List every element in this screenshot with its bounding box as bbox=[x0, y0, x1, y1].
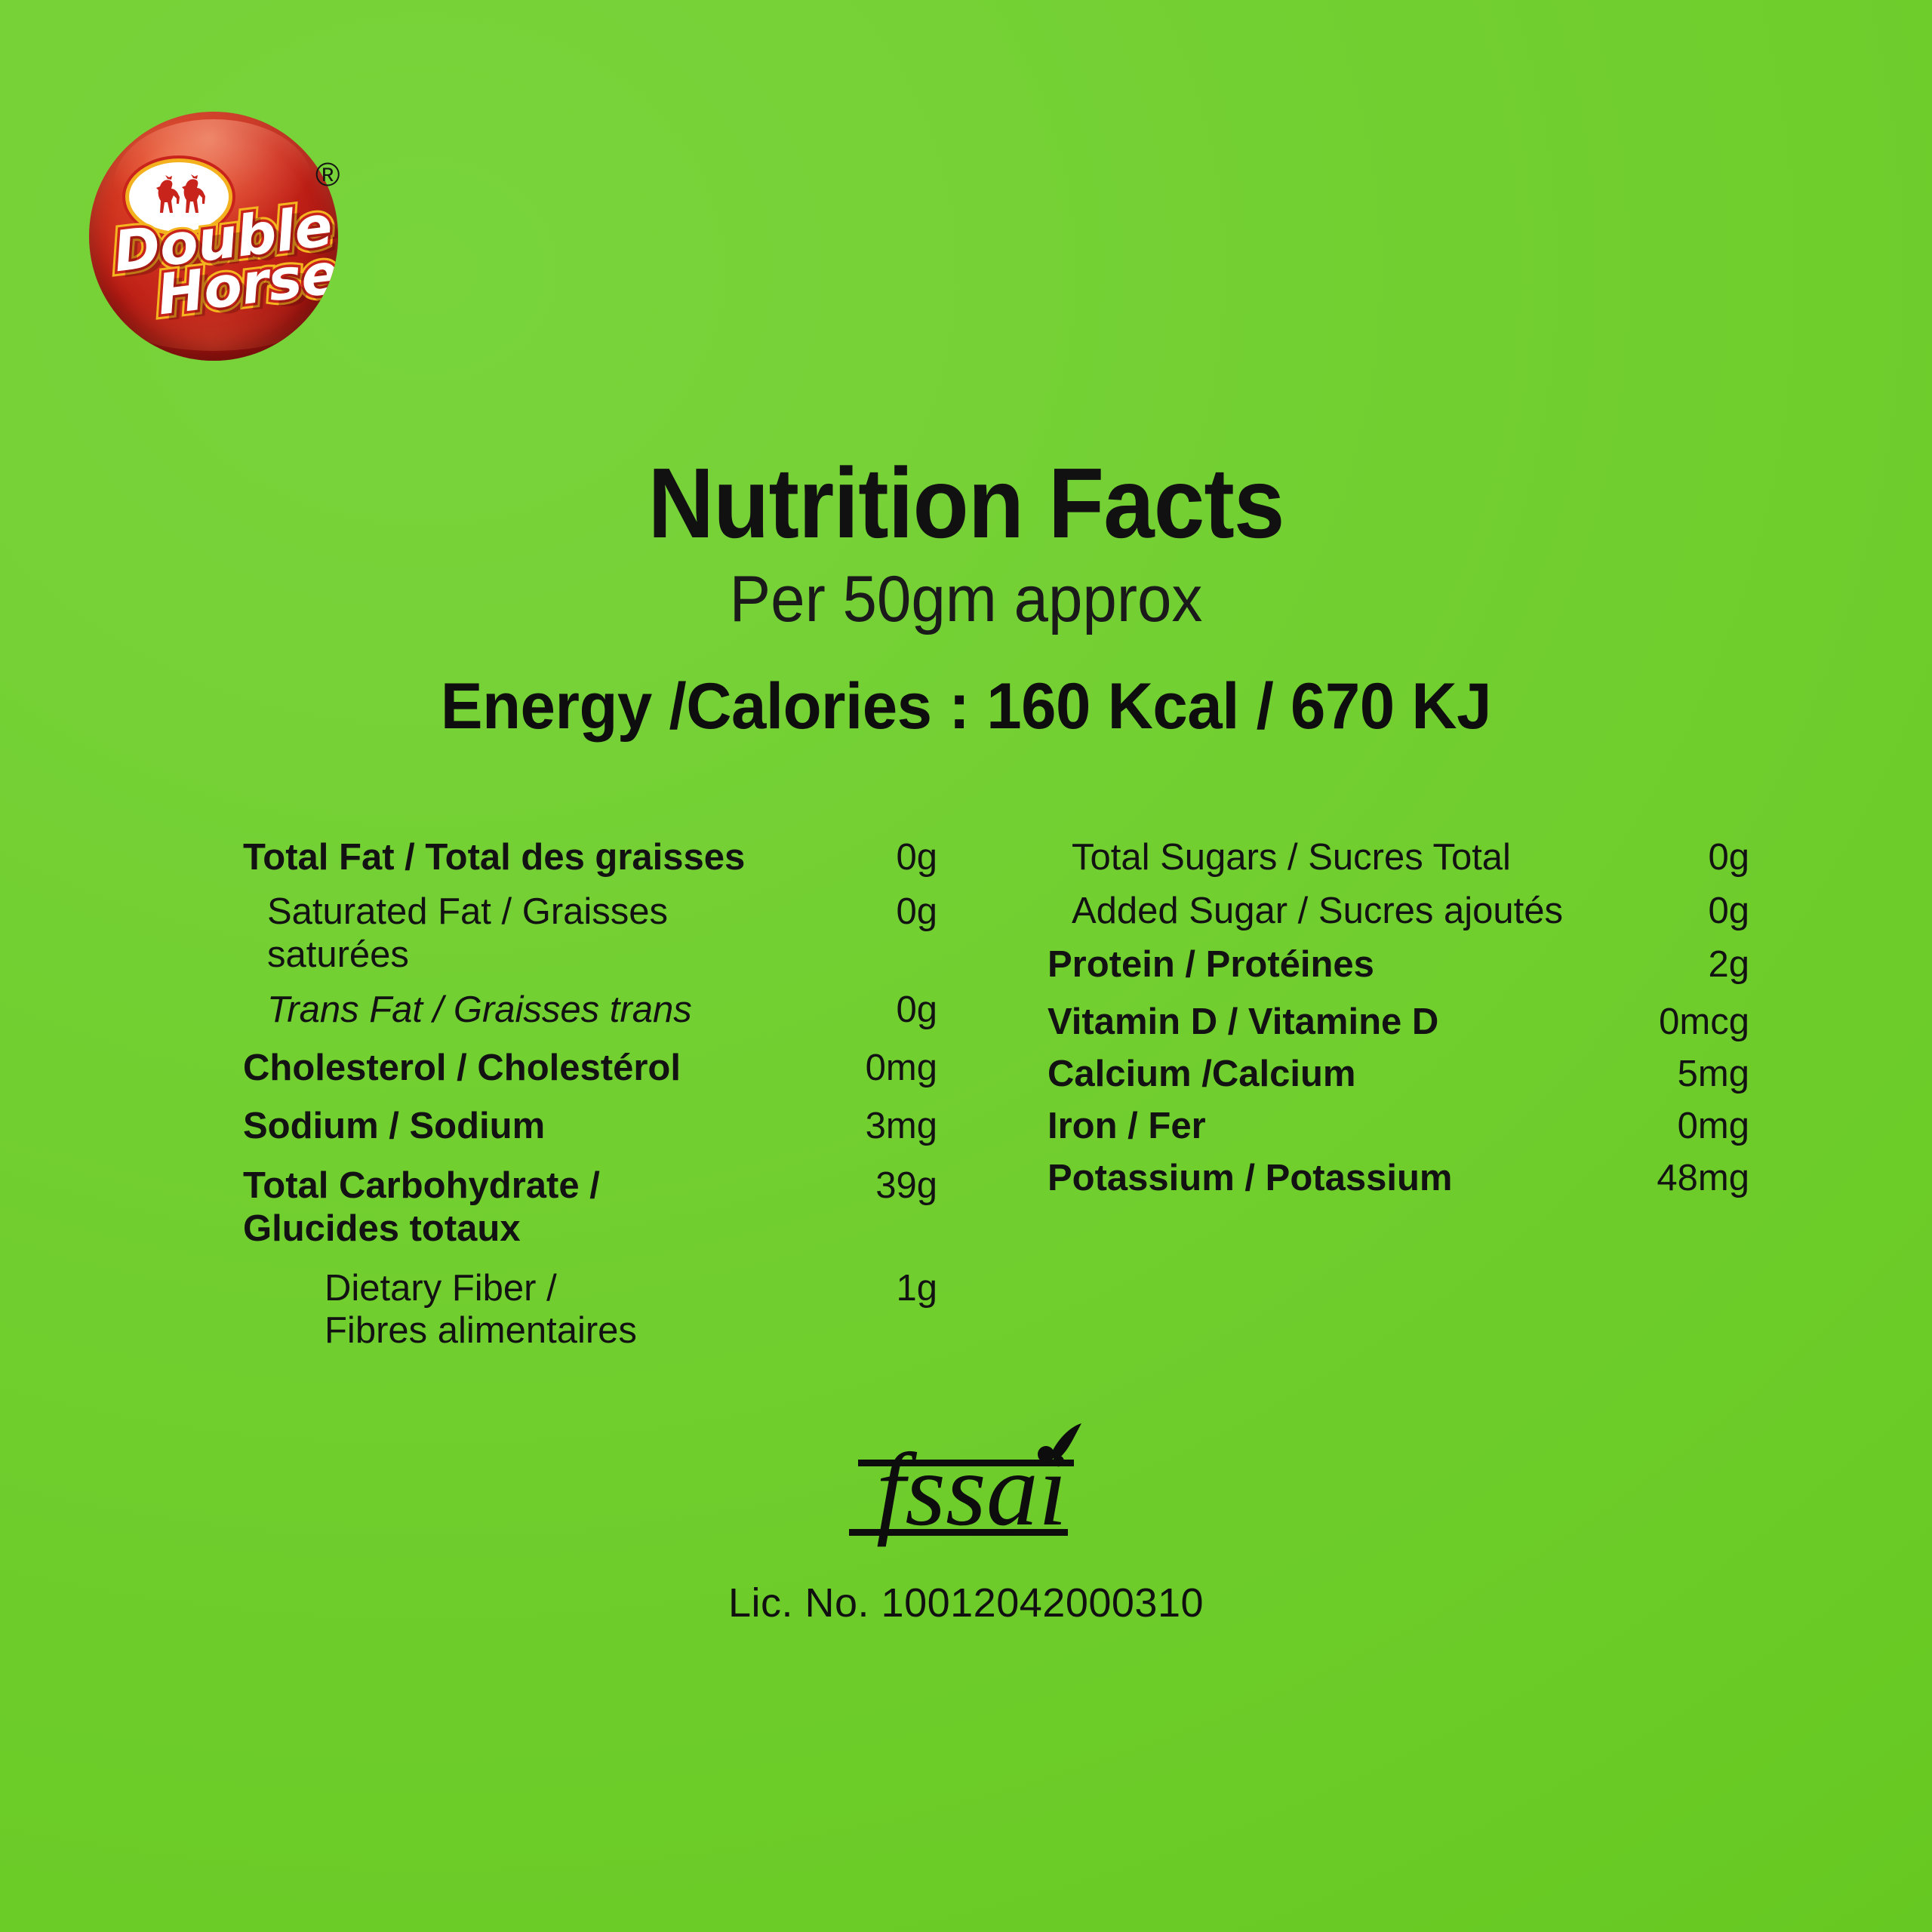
fssai-mark-icon: fssai bbox=[849, 1423, 1081, 1547]
nutrient-value: 2g bbox=[1708, 943, 1749, 985]
nutrient-row: Total Fat / Total des graisses 0g bbox=[243, 836, 937, 879]
nutrient-label: Iron / Fer bbox=[1048, 1106, 1206, 1147]
nutrient-value: 0mg bbox=[1677, 1106, 1749, 1147]
nutrient-row: Added Sugar / Sucres ajoutés 0g bbox=[1048, 890, 1749, 933]
nutrient-label: Total Sugars / Sucres Total bbox=[1072, 837, 1511, 878]
serving-size-subtitle: Per 50gm approx bbox=[729, 562, 1203, 635]
nutrient-value: 3mg bbox=[865, 1106, 937, 1147]
nutrient-value: 0g bbox=[1708, 890, 1749, 931]
nutrient-value: 0mg bbox=[865, 1048, 937, 1089]
nutrient-row: Vitamin D / Vitamine D 0mcg bbox=[1048, 1001, 1749, 1044]
nutrient-row: Cholesterol / Cholestérol 0mg bbox=[243, 1047, 937, 1090]
fssai-logo: fssai bbox=[841, 1419, 1091, 1562]
nutrient-label: Calcium /Calcium bbox=[1048, 1054, 1356, 1095]
nutrient-label: Sodium / Sodium bbox=[243, 1106, 546, 1147]
nutrient-label: Added Sugar / Sucres ajoutés bbox=[1072, 890, 1564, 931]
nutrient-value: 0mcg bbox=[1659, 1001, 1749, 1043]
nutrient-row: Total Carbohydrate / Glucides totaux 39g bbox=[243, 1164, 937, 1251]
nutrient-value: 1g bbox=[896, 1267, 937, 1309]
nutrient-label: Vitamin D / Vitamine D bbox=[1048, 1001, 1439, 1043]
nutrient-row: Total Sugars / Sucres Total 0g bbox=[1048, 836, 1749, 879]
nutrient-value: 0g bbox=[896, 837, 937, 878]
horse-emblem-oval bbox=[125, 158, 232, 235]
nutrient-row: Dietary Fiber / Fibres alimentaires 1g bbox=[243, 1267, 937, 1353]
nutrient-row: Sodium / Sodium 3mg bbox=[243, 1105, 937, 1148]
nutrient-value: 0g bbox=[1708, 837, 1749, 878]
registered-trademark-icon: ® bbox=[315, 156, 340, 193]
nutrient-row: Trans Fat / Graisses trans 0g bbox=[243, 989, 937, 1032]
nutrient-label: Saturated Fat / Graisses saturées bbox=[267, 891, 669, 975]
double-horse-logo: Double Double Horse Horse ® bbox=[89, 112, 391, 372]
nutrient-label: Trans Fat / Graisses trans bbox=[267, 989, 692, 1031]
nutrient-label: Protein / Protéines bbox=[1048, 943, 1374, 985]
nutrient-row: Potassium / Potassium 48mg bbox=[1048, 1157, 1749, 1200]
energy-calories-line: Energy /Calories : 160 Kcal / 670 KJ bbox=[440, 669, 1492, 743]
nutrient-column-right: Total Sugars / Sucres Total 0g Added Sugar… bbox=[1048, 836, 1749, 1200]
nutrient-label: Cholesterol / Cholestérol bbox=[243, 1048, 681, 1089]
nutrient-table: Total Fat / Total des graisses 0g Saturate… bbox=[0, 836, 1932, 1380]
nutrient-column-left: Total Fat / Total des graisses 0g Saturate… bbox=[243, 836, 937, 1352]
page-title: Nutrition Facts bbox=[648, 448, 1284, 558]
license-number: Lic. No. 10012042000310 bbox=[728, 1580, 1204, 1626]
nutrient-value: 0g bbox=[896, 989, 937, 1031]
nutrient-row: Calcium /Calcium 5mg bbox=[1048, 1053, 1749, 1096]
nutrient-row: Protein / Protéines 2g bbox=[1048, 943, 1749, 986]
nutrient-row: Iron / Fer 0mg bbox=[1048, 1105, 1749, 1148]
certification-block: fssai Lic. No. 10012042000310 bbox=[0, 1419, 1932, 1626]
nutrient-value: 5mg bbox=[1677, 1054, 1749, 1095]
nutrition-header: Nutrition Facts Per 50gm approx Energy /… bbox=[0, 448, 1932, 743]
nutrient-label: Dietary Fiber / Fibres alimentaires bbox=[325, 1267, 637, 1352]
nutrient-value: 0g bbox=[896, 891, 937, 932]
nutrient-label: Total Fat / Total des graisses bbox=[243, 837, 746, 878]
two-horses-icon bbox=[156, 174, 205, 213]
nutrient-label: Total Carbohydrate / Glucides totaux bbox=[243, 1164, 600, 1249]
svg-text:fssai: fssai bbox=[876, 1432, 1067, 1547]
nutrient-value: 48mg bbox=[1657, 1157, 1749, 1198]
nutrient-label: Potassium / Potassium bbox=[1048, 1157, 1453, 1198]
nutrient-value: 39g bbox=[875, 1164, 937, 1206]
nutrient-row: Saturated Fat / Graisses saturées 0g bbox=[243, 891, 937, 977]
logo-badge-circle: Double Double Horse Horse bbox=[89, 112, 338, 361]
logo-wordmark: Double Double Horse Horse bbox=[101, 189, 338, 340]
